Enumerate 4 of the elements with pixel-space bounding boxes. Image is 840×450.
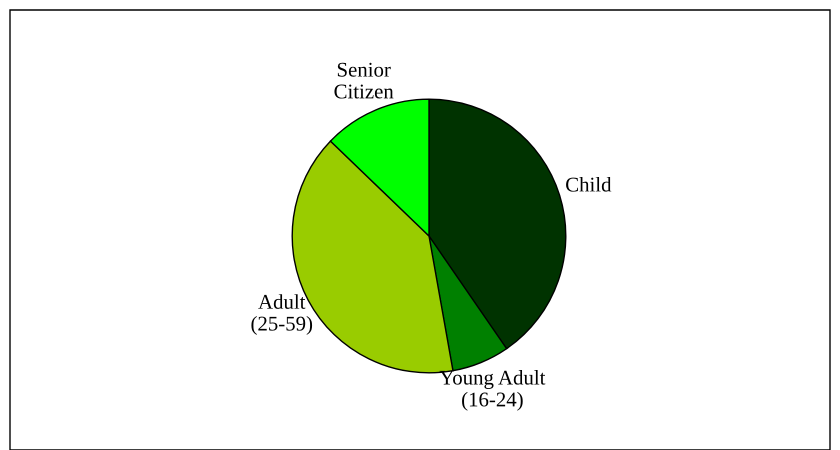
- slice-label: Child: [566, 176, 612, 192]
- slice-label: Young Adult (16-24): [440, 370, 546, 411]
- slice-label: Senior Citizen: [334, 62, 394, 99]
- slice-label: Adult (25-59): [251, 294, 312, 335]
